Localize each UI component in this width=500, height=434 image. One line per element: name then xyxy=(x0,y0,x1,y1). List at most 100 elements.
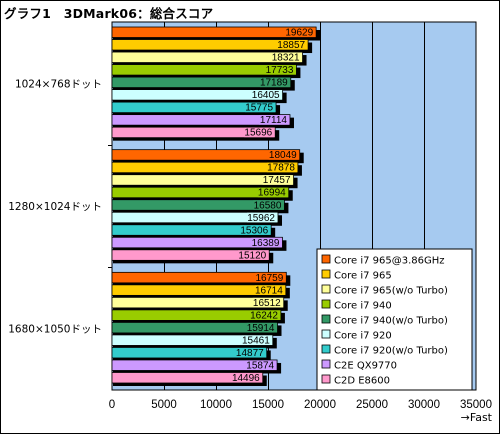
legend-label: C2E QX9770 xyxy=(334,361,397,372)
data-label: 17733 xyxy=(266,65,294,76)
bar xyxy=(111,64,297,76)
legend-label: Core i7 965@3.86GHz xyxy=(334,256,445,267)
data-label-box xyxy=(285,27,316,38)
data-label: 15775 xyxy=(245,103,273,114)
data-label-box xyxy=(271,52,302,63)
bar xyxy=(111,101,277,114)
data-label: 17457 xyxy=(263,175,291,186)
legend-swatch xyxy=(321,329,331,339)
legend-label: Core i7 940(w/o Turbo) xyxy=(334,316,448,327)
data-label-box xyxy=(249,310,280,320)
data-label: 14877 xyxy=(236,348,264,359)
category-label: 1680×1050ドット xyxy=(8,324,102,336)
data-label-box xyxy=(245,102,276,113)
legend-swatch xyxy=(321,299,331,309)
legend-swatch xyxy=(321,254,331,264)
data-label: 15914 xyxy=(247,323,275,334)
bar xyxy=(111,322,278,334)
bar xyxy=(111,296,285,309)
data-label-box xyxy=(277,40,308,50)
data-label-box xyxy=(258,115,289,125)
data-label: 17114 xyxy=(260,115,288,126)
data-label-box xyxy=(252,297,283,308)
data-label-box xyxy=(255,272,286,283)
bar xyxy=(111,149,301,161)
x-tick-label: 35000 xyxy=(460,399,492,411)
bar xyxy=(111,236,283,249)
bar xyxy=(111,334,274,346)
data-label-box xyxy=(238,250,269,260)
data-label: 18321 xyxy=(272,53,300,64)
legend-label: Core i7 920 xyxy=(334,331,392,342)
bar xyxy=(111,76,292,88)
data-label-box xyxy=(253,200,284,210)
legend-label: Core i7 940 xyxy=(334,301,392,312)
data-label-box xyxy=(235,347,266,358)
bar xyxy=(111,174,294,186)
bar xyxy=(111,199,285,211)
legend-swatch xyxy=(321,269,331,279)
data-label: 19629 xyxy=(285,28,313,39)
data-label-box xyxy=(244,127,275,138)
data-label-box xyxy=(268,150,299,160)
data-label: 16994 xyxy=(258,188,286,199)
data-label-box xyxy=(231,372,262,383)
data-label-box xyxy=(246,360,277,370)
x-axis-label: →Fast xyxy=(461,411,493,424)
data-label: 15120 xyxy=(238,250,266,261)
bar xyxy=(111,51,303,63)
bar xyxy=(111,224,272,236)
data-label: 16759 xyxy=(255,273,283,284)
legend-label: Core i7 965 xyxy=(334,271,392,282)
bar xyxy=(111,26,317,38)
data-label: 16580 xyxy=(254,200,282,211)
bar xyxy=(111,284,287,296)
data-label-box xyxy=(262,175,293,185)
legend-swatch xyxy=(321,344,331,354)
data-label: 16714 xyxy=(255,285,283,296)
bar xyxy=(111,347,268,359)
data-label: 17878 xyxy=(267,163,295,174)
bar xyxy=(111,114,291,126)
bar xyxy=(111,359,278,371)
x-tick-label: 0 xyxy=(109,399,115,411)
data-label: 17189 xyxy=(260,78,288,89)
data-label: 15461 xyxy=(242,335,270,346)
data-label-box xyxy=(241,335,272,345)
data-label-box xyxy=(265,65,296,75)
data-label-box xyxy=(266,162,297,173)
legend-swatch xyxy=(321,314,331,324)
data-label: 18049 xyxy=(269,150,297,161)
data-label-box xyxy=(251,237,282,248)
data-label: 16242 xyxy=(250,310,278,321)
data-label-box xyxy=(257,187,288,198)
data-label: 15874 xyxy=(246,360,274,371)
data-label-box xyxy=(254,285,285,295)
category-label: 1280×1024ドット xyxy=(8,201,102,213)
bar xyxy=(111,186,290,199)
legend-box xyxy=(316,248,473,391)
legend-label: Core i7 965(w/o Turbo) xyxy=(334,286,448,297)
x-tick-label: 20000 xyxy=(304,399,336,411)
bar xyxy=(111,309,282,321)
data-label: 18857 xyxy=(277,40,305,51)
category-label: 1024×768ドット xyxy=(15,78,102,90)
data-label-box xyxy=(246,322,277,333)
bar xyxy=(111,161,299,174)
data-label: 16405 xyxy=(252,90,280,101)
legend-swatch xyxy=(321,284,331,294)
bar xyxy=(111,249,270,261)
chart-title: グラフ1 3DMark06：総合スコア xyxy=(4,6,214,21)
bar xyxy=(111,211,279,224)
data-label: 16512 xyxy=(253,298,281,309)
bar xyxy=(111,89,284,101)
x-tick-label: 25000 xyxy=(356,399,388,411)
bar xyxy=(111,271,287,284)
bar xyxy=(111,372,264,384)
legend-swatch xyxy=(321,359,331,369)
x-tick-label: 10000 xyxy=(200,399,232,411)
legend-label: Core i7 920(w/o Turbo) xyxy=(334,346,448,357)
data-label: 15962 xyxy=(247,213,275,224)
x-tick-label: 5000 xyxy=(151,399,177,411)
